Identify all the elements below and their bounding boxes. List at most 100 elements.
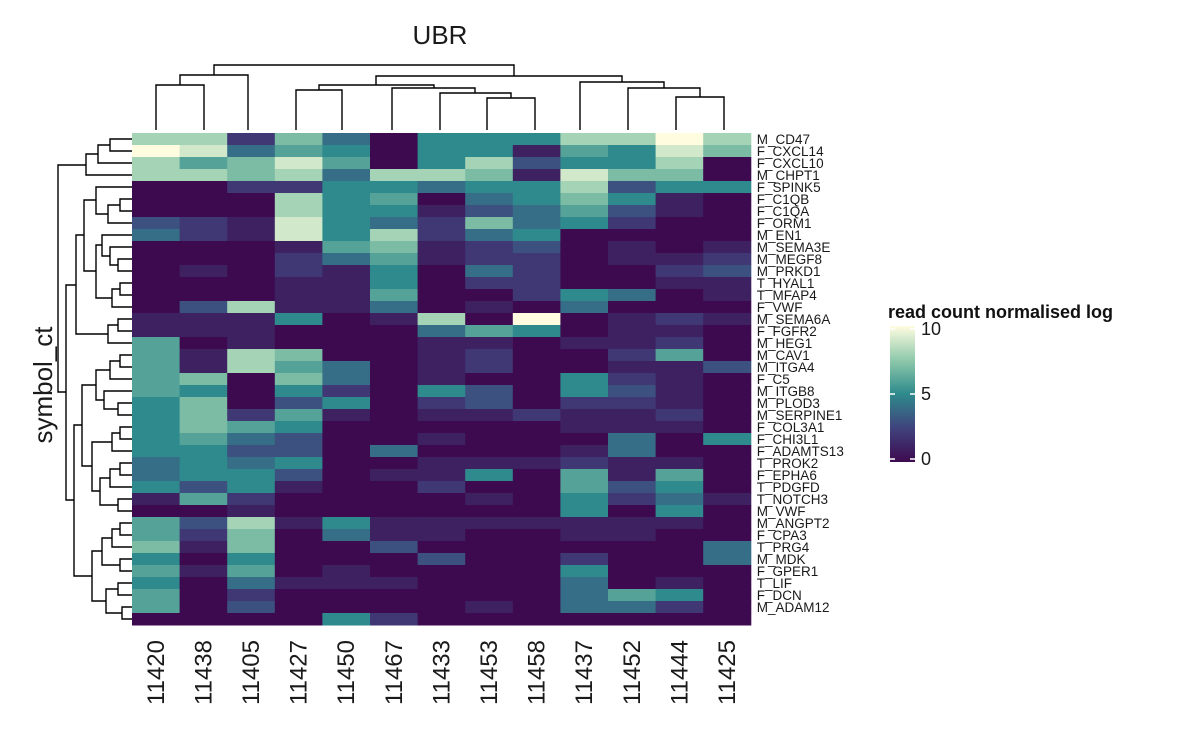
heatmap-cell xyxy=(322,421,371,434)
heatmap-cell xyxy=(560,277,609,290)
heatmap-cell xyxy=(322,193,371,206)
heatmap-cell xyxy=(132,601,181,614)
heatmap-cell xyxy=(132,337,181,350)
heatmap-cell xyxy=(417,133,466,146)
heatmap-cell xyxy=(560,325,609,338)
heatmap-cell xyxy=(227,565,276,578)
heatmap-cell xyxy=(703,349,752,362)
heatmap-cell xyxy=(322,553,371,566)
heatmap-cell xyxy=(132,169,181,182)
heatmap-cell xyxy=(560,241,609,254)
heatmap-cell xyxy=(703,577,752,590)
heatmap-cell xyxy=(417,301,466,314)
heatmap-cell xyxy=(179,373,228,386)
heatmap-cell xyxy=(370,169,419,182)
heatmap-cell xyxy=(322,505,371,518)
heatmap-cell xyxy=(703,205,752,218)
heatmap-cell xyxy=(417,589,466,602)
heatmap-cell xyxy=(274,553,323,566)
heatmap-cell xyxy=(655,433,704,446)
heatmap-cell xyxy=(512,517,561,530)
heatmap-cell xyxy=(179,481,228,494)
heatmap-cell xyxy=(274,541,323,554)
heatmap-cell xyxy=(465,577,514,590)
heatmap-cell xyxy=(560,385,609,398)
row-dendrogram xyxy=(57,138,132,620)
heatmap-cell xyxy=(608,229,657,242)
heatmap-cell xyxy=(322,337,371,350)
heatmap-cell xyxy=(227,133,276,146)
heatmap-cell xyxy=(608,337,657,350)
heatmap-cell xyxy=(465,253,514,266)
heatmap-cell xyxy=(465,301,514,314)
heatmap-cell xyxy=(560,469,609,482)
heatmap-cell xyxy=(227,241,276,254)
heatmap-cell xyxy=(132,133,181,146)
heatmap-cell xyxy=(132,253,181,266)
heatmap-cell xyxy=(322,529,371,542)
row-label: M_SEMA6A xyxy=(757,312,831,327)
heatmap-cell xyxy=(370,205,419,218)
heatmap-cell xyxy=(512,313,561,326)
heatmap-cell xyxy=(274,265,323,278)
heatmap-cell xyxy=(608,493,657,506)
heatmap-cell xyxy=(608,277,657,290)
heatmap-cell xyxy=(608,253,657,266)
heatmap-cell xyxy=(608,193,657,206)
heatmap-cell xyxy=(274,589,323,602)
heatmap-cell xyxy=(608,157,657,170)
heatmap-cell xyxy=(179,385,228,398)
heatmap-cell xyxy=(560,601,609,614)
row-label: F_C1QA xyxy=(757,204,810,219)
heatmap-cell xyxy=(512,349,561,362)
heatmap-cell xyxy=(322,241,371,254)
heatmap-cell xyxy=(370,181,419,194)
heatmap-cell xyxy=(417,265,466,278)
heatmap-cell xyxy=(608,301,657,314)
heatmap-cell xyxy=(417,373,466,386)
heatmap-cell xyxy=(132,505,181,518)
heatmap-cell xyxy=(703,157,752,170)
heatmap-cell xyxy=(322,265,371,278)
heatmap-cell xyxy=(370,325,419,338)
heatmap-cell xyxy=(132,385,181,398)
heatmap-cell xyxy=(703,337,752,350)
heatmap-cell xyxy=(274,445,323,458)
row-label: T_MFAP4 xyxy=(757,288,818,303)
heatmap-cell xyxy=(655,373,704,386)
heatmap-cell xyxy=(703,433,752,446)
heatmap-cell xyxy=(322,445,371,458)
heatmap-cell xyxy=(132,589,181,602)
heatmap-cell xyxy=(465,385,514,398)
heatmap-cell xyxy=(274,301,323,314)
heatmap-cell xyxy=(465,421,514,434)
heatmap-cell xyxy=(608,577,657,590)
heatmap-cell xyxy=(322,577,371,590)
heatmap-cell xyxy=(322,565,371,578)
row-label: M_CAV1 xyxy=(757,348,810,363)
heatmap-cell xyxy=(703,217,752,230)
column-label: 11458 xyxy=(524,640,551,705)
heatmap-cell xyxy=(703,457,752,470)
heatmap-cell xyxy=(179,517,228,530)
heatmap-cell xyxy=(132,409,181,422)
heatmap-cell xyxy=(274,229,323,242)
heatmap-cell xyxy=(322,253,371,266)
heatmap-cell xyxy=(370,589,419,602)
heatmap-cell xyxy=(417,145,466,158)
heatmap-cell xyxy=(417,385,466,398)
heatmap-cell xyxy=(274,289,323,302)
heatmap-cell xyxy=(608,205,657,218)
heatmap-cell xyxy=(512,397,561,410)
heatmap-cell xyxy=(227,337,276,350)
heatmap-cell xyxy=(227,469,276,482)
heatmap-cell xyxy=(132,517,181,530)
heatmap-cell xyxy=(465,373,514,386)
heatmap-cell xyxy=(417,157,466,170)
heatmap-cell xyxy=(274,421,323,434)
heatmap-cell xyxy=(417,229,466,242)
heatmap-cell xyxy=(465,133,514,146)
heatmap-cell xyxy=(703,241,752,254)
heatmap-cell xyxy=(560,397,609,410)
heatmap-cell xyxy=(703,325,752,338)
